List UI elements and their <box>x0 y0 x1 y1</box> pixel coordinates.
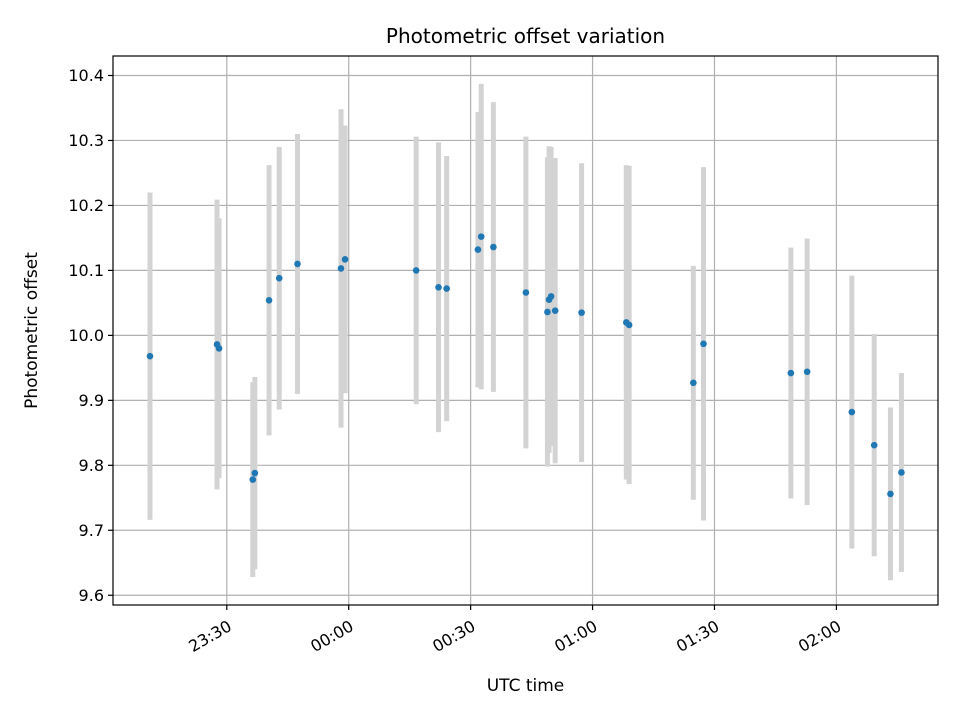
data-point <box>251 469 259 477</box>
y-tick-label: 10.2 <box>68 196 104 215</box>
data-point <box>490 243 497 251</box>
data-point <box>887 490 894 498</box>
y-tick-label: 10.1 <box>68 261 104 280</box>
data-point <box>337 265 345 272</box>
data-point <box>146 352 154 360</box>
y-tick-label: 10.4 <box>68 66 104 85</box>
y-tick-label: 10.0 <box>68 326 104 345</box>
data-point <box>275 274 283 282</box>
data-point <box>787 369 795 377</box>
y-tick-label: 9.8 <box>79 456 104 475</box>
y-tick-label: 9.7 <box>79 521 104 540</box>
data-point <box>249 476 257 483</box>
data-points <box>146 233 905 498</box>
y-axis-ticks: 9.6 9.7 9.8 9.9 10.0 10.1 10.2 10.3 10.4 <box>68 66 113 605</box>
data-point <box>215 345 223 352</box>
data-point <box>522 289 530 296</box>
y-tick-label: 9.6 <box>79 586 104 605</box>
data-point <box>870 441 878 449</box>
y-tick-label: 10.3 <box>68 131 104 150</box>
data-point <box>412 267 420 274</box>
data-point <box>443 285 450 292</box>
data-point <box>848 408 856 416</box>
data-point <box>898 469 905 476</box>
chart-title: Photometric offset variation <box>386 24 665 48</box>
data-point <box>803 368 811 376</box>
x-axis-label: UTC time <box>487 676 565 696</box>
data-point <box>294 260 301 268</box>
data-point <box>435 283 442 291</box>
data-point <box>690 379 697 387</box>
plot-frame <box>112 55 939 606</box>
data-point <box>265 296 273 304</box>
data-point <box>474 246 482 253</box>
data-point <box>578 309 585 316</box>
y-tick-label: 9.9 <box>79 391 104 410</box>
data-point <box>547 293 555 300</box>
data-point <box>700 340 707 348</box>
data-point <box>477 233 485 240</box>
data-point <box>551 307 559 314</box>
data-point <box>544 308 551 316</box>
data-point <box>341 256 349 263</box>
y-axis-label: Photometric offset <box>22 252 42 409</box>
data-point <box>625 321 633 329</box>
